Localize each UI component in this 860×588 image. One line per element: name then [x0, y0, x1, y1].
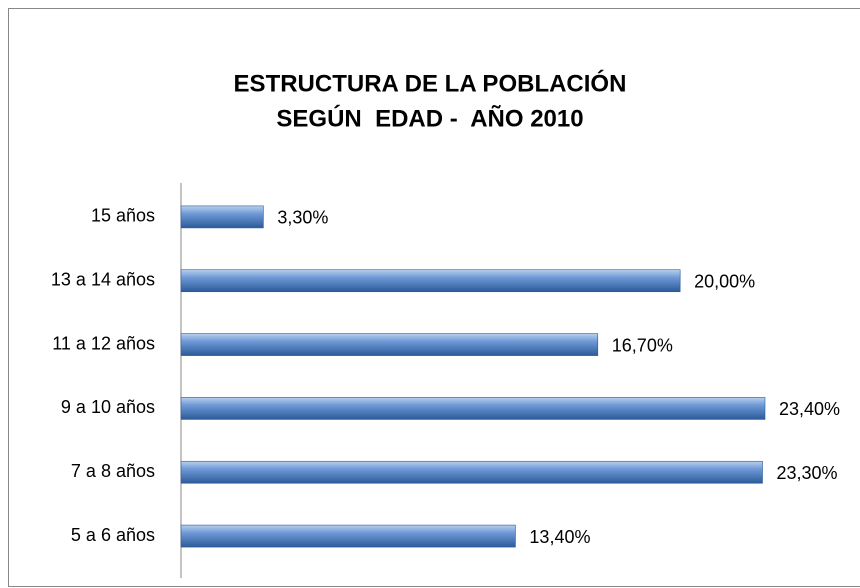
category-label: 13 a 14 años	[51, 270, 155, 290]
chart-title: ESTRUCTURA DE LA POBLACIÓN	[234, 69, 627, 97]
value-label: 3,30%	[277, 208, 328, 228]
bar	[180, 397, 766, 420]
value-label: 13,40%	[529, 527, 590, 547]
value-label: 20,00%	[694, 272, 755, 292]
category-label: 15 años	[91, 206, 155, 226]
value-label: 23,40%	[779, 399, 840, 419]
chart-border	[8, 8, 860, 587]
bar	[180, 205, 264, 229]
category-label: 11 a 12 años	[52, 333, 155, 353]
bar	[180, 333, 599, 356]
bar	[180, 269, 681, 293]
value-label: 23,30%	[777, 463, 838, 483]
category-label: 9 a 10 años	[61, 397, 155, 417]
chart-title: SEGÚN EDAD - AÑO 2010	[276, 104, 583, 132]
category-label: 5 a 6 años	[71, 525, 155, 545]
category-label: 7 a 8 años	[71, 461, 155, 481]
value-label: 16,70%	[612, 335, 673, 355]
bar	[180, 524, 516, 548]
bar	[180, 460, 763, 484]
